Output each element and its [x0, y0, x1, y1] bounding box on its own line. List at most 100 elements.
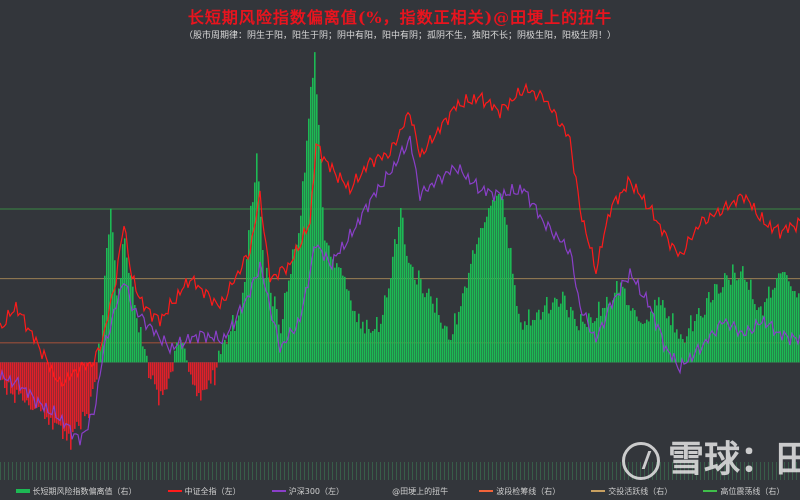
- deviation-bar: [230, 331, 232, 363]
- deviation-bar: [606, 296, 608, 363]
- deviation-bar: [664, 307, 666, 363]
- axis-tick: [520, 462, 521, 480]
- deviation-bar: [168, 362, 170, 379]
- deviation-bar: [736, 280, 738, 363]
- axis-tick: [132, 462, 133, 480]
- deviation-bar: [614, 292, 616, 363]
- deviation-bar: [720, 292, 722, 363]
- axis-tick: [324, 462, 325, 480]
- deviation-bar: [686, 336, 688, 363]
- deviation-bar: [228, 334, 230, 363]
- deviation-bar: [624, 288, 626, 363]
- deviation-bar: [196, 362, 198, 397]
- deviation-bar: [680, 334, 682, 363]
- axis-tick: [200, 462, 201, 480]
- legend-item: 高位震荡线（右）: [703, 486, 784, 497]
- deviation-bar: [296, 244, 298, 363]
- axis-tick: [220, 462, 221, 480]
- axis-tick: [776, 462, 777, 480]
- deviation-bar: [714, 283, 716, 363]
- deviation-bar: [2, 362, 4, 380]
- axis-tick: [492, 462, 493, 480]
- deviation-bar: [70, 362, 72, 450]
- axis-tick: [176, 462, 177, 480]
- deviation-bar: [708, 292, 710, 363]
- axis-tick: [468, 462, 469, 480]
- deviation-bar: [746, 281, 748, 363]
- axis-tick: [360, 462, 361, 480]
- deviation-bar: [180, 339, 182, 363]
- legend-swatch: [375, 490, 390, 492]
- deviation-bar: [388, 288, 390, 363]
- deviation-bar: [60, 362, 62, 426]
- deviation-bar: [518, 313, 520, 363]
- deviation-bar: [750, 279, 752, 363]
- deviation-bar: [36, 362, 38, 408]
- axis-tick: [780, 462, 781, 480]
- axis-tick: [336, 462, 337, 480]
- deviation-bar: [320, 158, 322, 363]
- deviation-bar: [448, 339, 450, 363]
- deviation-bar: [72, 362, 74, 433]
- deviation-bar: [146, 355, 148, 363]
- deviation-bar: [208, 362, 210, 381]
- deviation-bar: [78, 362, 80, 426]
- deviation-bar: [558, 306, 560, 363]
- axis-tick: [552, 462, 553, 480]
- axis-tick: [784, 462, 785, 480]
- axis-tick: [564, 462, 565, 480]
- deviation-bar: [756, 310, 758, 363]
- deviation-bar: [796, 297, 798, 363]
- deviation-bar: [100, 346, 102, 363]
- legend-label: @田埂上的扭牛: [392, 486, 449, 496]
- legend-item: 沪深300（左）: [271, 486, 345, 497]
- deviation-bar: [544, 305, 546, 363]
- deviation-bar: [98, 343, 100, 363]
- deviation-bar: [494, 200, 496, 363]
- axis-tick: [668, 462, 669, 480]
- deviation-bar: [62, 362, 64, 439]
- deviation-bar: [504, 217, 506, 363]
- deviation-bar: [262, 250, 264, 363]
- deviation-bar: [728, 279, 730, 363]
- axis-tick: [316, 462, 317, 480]
- axis-tick: [388, 462, 389, 480]
- deviation-bar: [778, 273, 780, 363]
- deviation-bar: [300, 215, 302, 363]
- deviation-bar: [110, 208, 112, 363]
- deviation-bar: [536, 312, 538, 363]
- deviation-bar: [290, 274, 292, 363]
- deviation-bar: [76, 362, 78, 422]
- deviation-bar: [660, 305, 662, 363]
- deviation-bar: [260, 216, 262, 363]
- legend-label: 沪深300（左）: [288, 486, 345, 496]
- axis-tick: [764, 462, 765, 480]
- deviation-bar: [134, 305, 136, 363]
- deviation-bar: [106, 247, 108, 363]
- axis-tick: [244, 462, 245, 480]
- axis-tick: [4, 462, 5, 480]
- axis-tick: [576, 462, 577, 480]
- deviation-bar: [16, 362, 18, 390]
- deviation-bar: [776, 278, 778, 363]
- axis-tick: [288, 462, 289, 480]
- axis-tick: [404, 462, 405, 480]
- deviation-bar: [466, 287, 468, 363]
- deviation-bar: [96, 362, 98, 380]
- deviation-bar: [400, 208, 402, 363]
- deviation-bar: [442, 328, 444, 363]
- axis-tick: [96, 462, 97, 480]
- axis-tick: [788, 462, 789, 480]
- deviation-bar: [382, 314, 384, 363]
- deviation-bar: [782, 272, 784, 363]
- deviation-bar: [128, 272, 130, 363]
- deviation-bar: [688, 328, 690, 363]
- axis-tick: [248, 462, 249, 480]
- deviation-bar: [340, 267, 342, 363]
- deviation-bar: [506, 224, 508, 363]
- deviation-bar: [64, 362, 66, 432]
- axis-tick: [416, 462, 417, 480]
- deviation-bar: [738, 279, 740, 363]
- deviation-bar: [150, 362, 152, 380]
